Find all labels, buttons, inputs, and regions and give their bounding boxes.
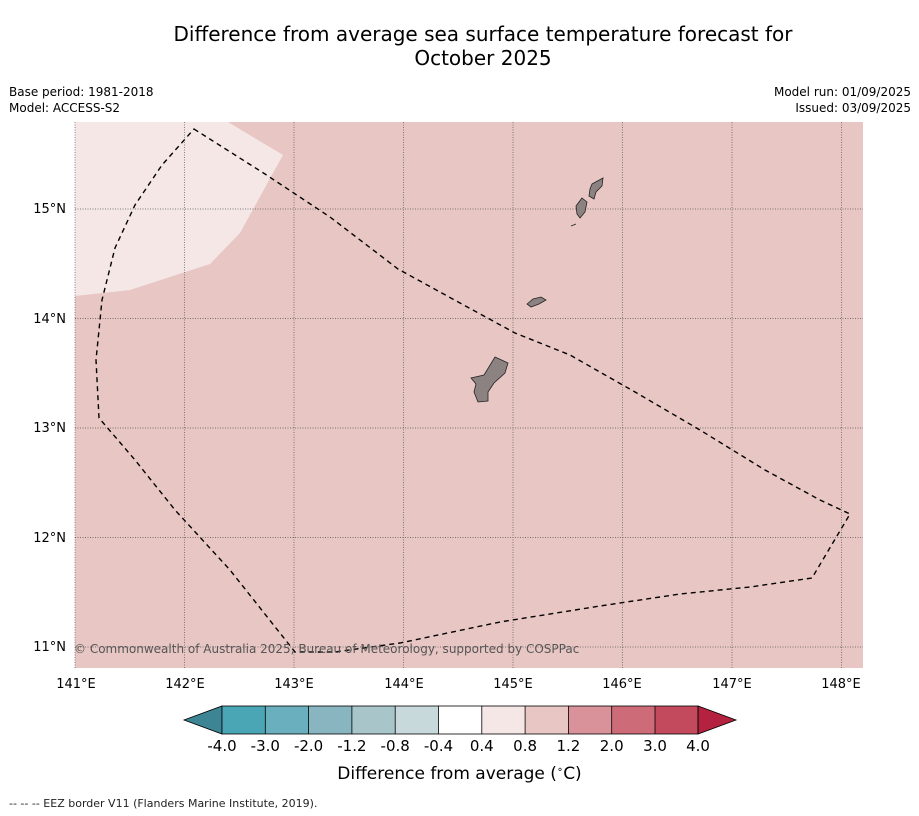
base-period: Base period: 1981-2018 <box>9 85 154 99</box>
colorbar-bin-8 <box>525 706 569 734</box>
colorbar-bin-7 <box>481 706 526 734</box>
colorbar-bin-5 <box>395 706 439 734</box>
lat-labels: 15°N 14°N 13°N 12°N 11°N <box>33 202 66 655</box>
colorbar-label-text: Difference from average ( <box>337 764 557 784</box>
colorbar-label: Difference from average (∘C) <box>337 764 582 784</box>
colorbar-tick-3: -2.0 <box>294 737 323 755</box>
lat-label-14: 14°N <box>33 312 66 327</box>
aguijan-island <box>570 223 577 227</box>
colorbar-tick-6: -0.4 <box>424 737 453 755</box>
lon-label-141: 141°E <box>56 677 96 692</box>
colorbar-tick-2: -3.0 <box>251 737 280 755</box>
colorbar-dividers <box>264 706 656 734</box>
eez-border <box>95 128 851 653</box>
meta-left: Base period: 1981-2018 Model: ACCESS-S2 <box>9 84 154 116</box>
chart-title: Difference from average sea surface temp… <box>100 22 866 70</box>
lon-label-146: 146°E <box>602 677 642 692</box>
colorbar-tick-12: 4.0 <box>686 737 710 755</box>
colorbar-bin-3 <box>308 706 352 734</box>
model-run: Model run: 01/09/2025 <box>773 85 911 99</box>
lat-label-12: 12°N <box>33 531 66 546</box>
colorbar-tick-8: 0.8 <box>513 737 537 755</box>
colorbar-ticks: -4.0 -3.0 -2.0 -1.2 -0.8 -0.4 0.4 0.8 1.… <box>207 737 710 755</box>
title-line-2: October 2025 <box>414 46 552 70</box>
colorbar-tick-5: -0.8 <box>381 737 410 755</box>
colorbar-bin-4 <box>351 706 396 734</box>
meta-right: Model run: 01/09/2025 Issued: 03/09/2025 <box>774 84 911 116</box>
lon-label-148: 148°E <box>821 677 861 692</box>
colorbar-under-arrow <box>182 705 223 735</box>
colorbar-bin-2 <box>265 706 309 734</box>
copyright-notice: © Commonwealth of Australia 2025, Bureau… <box>74 642 579 656</box>
colorbar-tick-11: 3.0 <box>643 737 667 755</box>
issued-date: Issued: 03/09/2025 <box>795 101 911 115</box>
rota-island <box>526 296 547 308</box>
lat-label-13: 13°N <box>33 421 66 436</box>
saipan-island <box>588 177 604 200</box>
colorbar: -4.0 -3.0 -2.0 -1.2 -0.8 -0.4 0.4 0.8 1.… <box>182 705 738 755</box>
colorbar-bin-9 <box>568 706 612 734</box>
colorbar-bin-11 <box>655 706 698 734</box>
colorbar-outline <box>221 705 699 735</box>
colorbar-bin-10 <box>611 706 655 734</box>
colorbar-tick-7: 0.4 <box>470 737 494 755</box>
title-line-1: Difference from average sea surface temp… <box>173 22 793 46</box>
colorbar-tick-10: 2.0 <box>600 737 624 755</box>
colorbar-tick-1: -4.0 <box>207 737 236 755</box>
lon-label-145: 145°E <box>493 677 533 692</box>
model-name: Model: ACCESS-S2 <box>9 101 121 115</box>
tinian-island <box>575 197 588 219</box>
colorbar-bin-6 <box>438 706 482 734</box>
colorbar-bin-1 <box>222 706 266 734</box>
graticule <box>74 122 863 668</box>
islands <box>470 177 604 403</box>
lon-labels: 141°E 142°E 143°E 144°E 145°E 146°E 147°… <box>56 677 861 692</box>
lat-label-15: 15°N <box>33 202 66 217</box>
lon-label-147: 147°E <box>712 677 752 692</box>
colorbar-tick-9: 1.2 <box>556 737 580 755</box>
colorbar-over-arrow <box>697 705 738 735</box>
lon-label-142: 142°E <box>165 677 205 692</box>
guam-island <box>470 356 509 403</box>
colorbar-tick-4: -1.2 <box>337 737 366 755</box>
lon-label-144: 144°E <box>384 677 424 692</box>
eez-footnote: -- -- -- EEZ border V11 (Flanders Marine… <box>9 797 318 810</box>
anomaly-region-0-4-0-8 <box>75 122 283 296</box>
lon-label-143: 143°E <box>274 677 314 692</box>
colorbar-label-unit: C) <box>563 764 582 784</box>
lat-label-11: 11°N <box>33 640 66 655</box>
